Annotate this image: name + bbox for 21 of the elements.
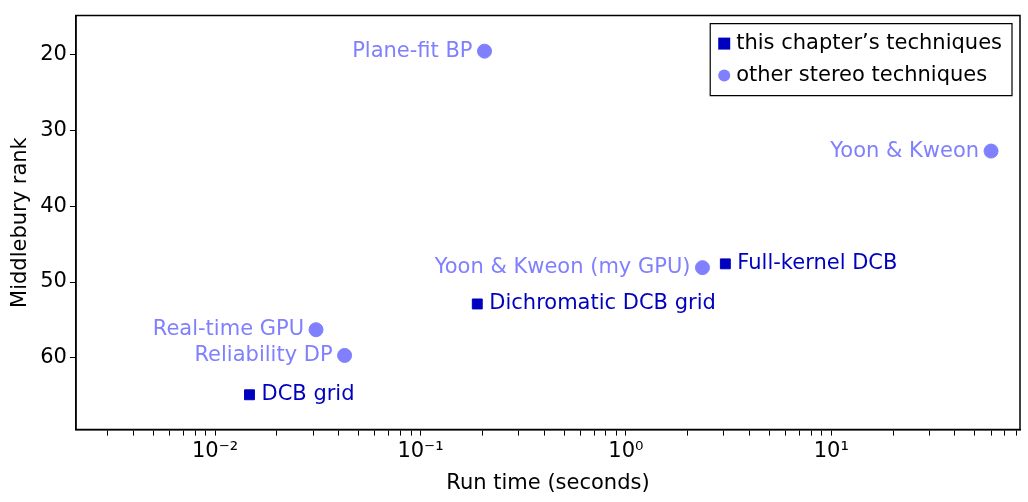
y-tick-label: 30 <box>40 117 67 142</box>
x-axis-title: Run time (seconds) <box>446 469 650 494</box>
x-tick-label: 10¹ <box>813 437 849 462</box>
x-tick-label: 10⁰ <box>608 437 644 462</box>
data-label: Reliability DP <box>194 341 333 366</box>
data-label: Dichromatic DCB grid <box>489 290 716 315</box>
y-tick-label: 60 <box>40 344 67 369</box>
data-label: Real-time GPU <box>152 316 305 341</box>
data-label: Full-kernel DCB <box>737 250 898 275</box>
y-tick-label: 40 <box>40 192 67 217</box>
y-tick-label: 20 <box>40 41 67 66</box>
data-label: Plane-fit BP <box>352 37 473 62</box>
y-tick-label: 50 <box>40 268 67 293</box>
legend-label: other stereo techniques <box>736 62 988 87</box>
legend-label: this chapter’s techniques <box>736 30 1002 55</box>
x-tick-label: 10⁻² <box>192 437 239 462</box>
data-label: Yoon & Kweon <box>829 137 980 162</box>
data-label: DCB grid <box>261 381 355 406</box>
x-tick-label: 10⁻¹ <box>397 437 444 462</box>
y-axis-title: Middlebury rank <box>7 136 32 308</box>
data-label: Yoon & Kweon (my GPU) <box>433 254 691 279</box>
